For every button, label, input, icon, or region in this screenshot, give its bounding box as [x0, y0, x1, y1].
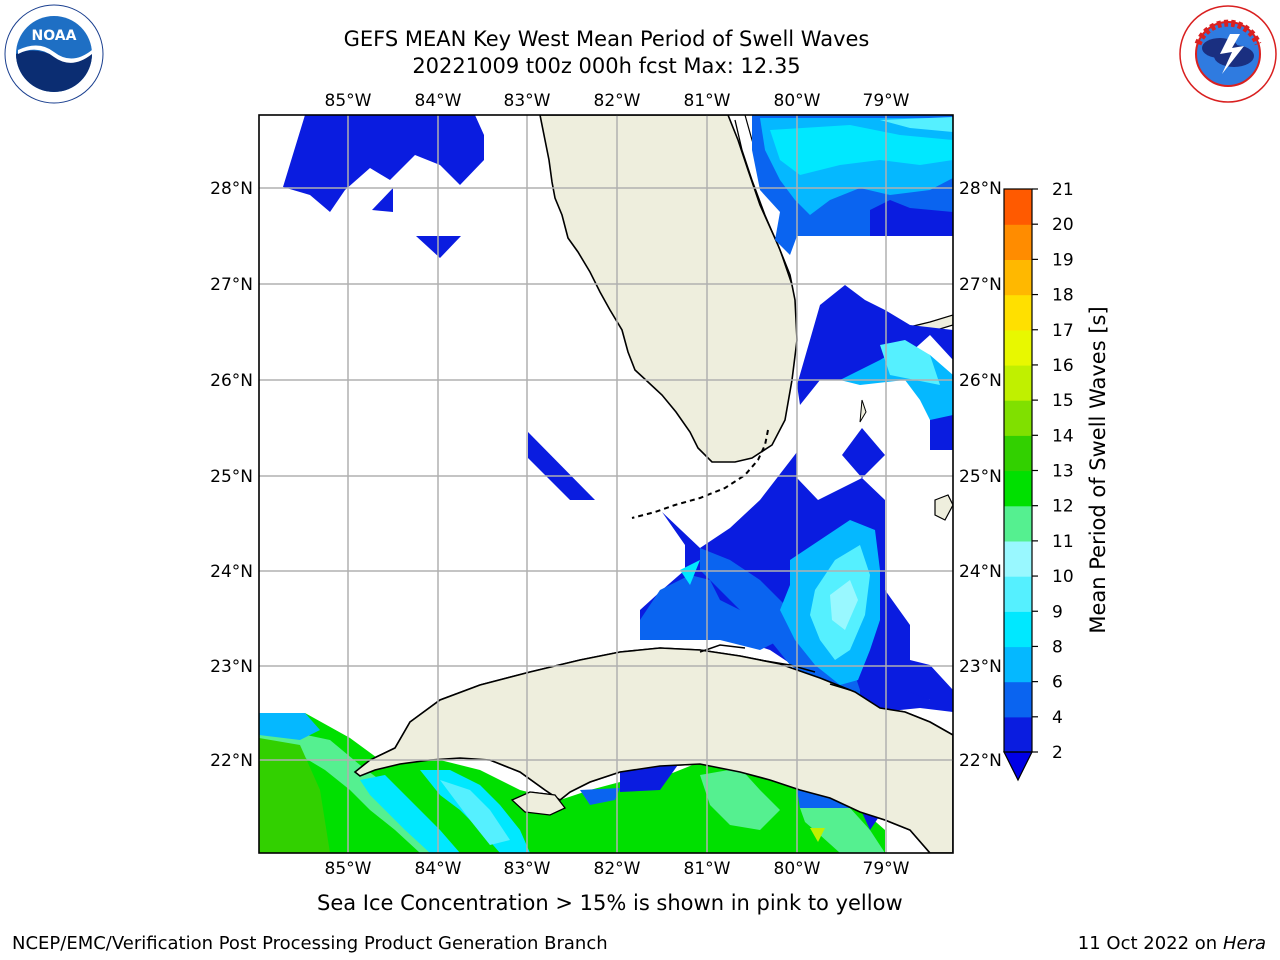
sea-ice-note: Sea Ice Concentration > 15% is shown in … [317, 891, 903, 915]
lon-label-bottom: 81°W [684, 859, 731, 879]
colorbar-segment [1004, 505, 1032, 542]
nws-logo-icon [1178, 4, 1278, 104]
colorbar-segment [1004, 435, 1032, 472]
lon-label-top: 83°W [504, 91, 551, 111]
colorbar-segment [1004, 189, 1032, 225]
lon-label-bottom: 83°W [504, 859, 551, 879]
isle-of-youth-coastline [510, 791, 567, 816]
colorbar-tick-label: 6 [1052, 673, 1063, 693]
lon-label-top: 85°W [325, 91, 372, 111]
lat-label-right: 26°N [959, 371, 1002, 391]
colorbar-segment [1004, 364, 1032, 401]
lat-label-left: 22°N [210, 751, 253, 771]
map-panel [259, 115, 953, 853]
colorbar-segment [1004, 294, 1032, 331]
lon-label-bottom: 82°W [594, 859, 641, 879]
lon-label-bottom: 80°W [774, 859, 821, 879]
graticule [259, 115, 953, 853]
colorbar-segment [1004, 646, 1032, 683]
colorbar-tick-label: 21 [1052, 180, 1074, 200]
colorbar-tick-label: 14 [1052, 426, 1074, 446]
lat-label-right: 28°N [959, 179, 1002, 199]
colorbar-segment [1004, 681, 1032, 718]
colorbar: 2 4 6 8 9 10 11 12 13 14 15 16 17 18 19 20 21 [1003, 180, 1074, 782]
colorbar-segment [1004, 540, 1032, 577]
chart-title: GEFS MEAN Key West Mean Period of Swell … [343, 27, 870, 51]
colorbar-tick-label: 16 [1052, 356, 1074, 376]
lat-label-left: 23°N [210, 657, 253, 677]
lat-label-left: 24°N [210, 562, 253, 582]
lat-label-right: 25°N [959, 467, 1002, 487]
lat-label-left: 28°N [210, 179, 253, 199]
lon-label-top: 81°W [684, 91, 731, 111]
colorbar-extend-arrow [1003, 751, 1033, 782]
lon-label-top: 80°W [774, 91, 821, 111]
colorbar-tick-label: 15 [1052, 391, 1074, 411]
colorbar-segment [1004, 329, 1032, 366]
barrier-islands [734, 119, 793, 286]
colorbar-tick-label: 9 [1052, 602, 1063, 622]
axis-labels: 85°W 85°W 84°W 84°W 83°W 83°W 82°W 82°W 81°W 81°W… [210, 91, 1002, 879]
lat-label-right: 22°N [959, 751, 1002, 771]
footer-credit: NCEP/EMC/Verification Post Processing Pr… [12, 933, 608, 954]
footer-date-text: 11 Oct 2022 on [1077, 933, 1223, 954]
lon-label-bottom: 85°W [325, 859, 372, 879]
map-frame [258, 114, 954, 854]
noaa-logo-icon: NOAA [4, 4, 104, 104]
cuba-coastline [353, 647, 953, 853]
colorbar-tick-label: 8 [1052, 637, 1063, 657]
colorbar-tick-label: 13 [1052, 462, 1074, 482]
colorbar-segment [1004, 576, 1032, 612]
colorbar-segment [1004, 470, 1032, 507]
bahamas-bimini [859, 399, 867, 423]
footer-date: 11 Oct 2022 on Hera [1078, 933, 1266, 954]
bahamas-andros [934, 494, 953, 521]
colorbar-tick-label: 4 [1052, 708, 1063, 728]
chart-subtitle: 20221009 t00z 000h fcst Max: 12.35 [412, 54, 801, 78]
lon-label-bottom: 79°W [863, 859, 910, 879]
lat-label-left: 27°N [210, 275, 253, 295]
florida-keys [631, 429, 769, 519]
lat-label-right: 24°N [959, 562, 1002, 582]
lat-label-right: 23°N [959, 657, 1002, 677]
colorbar-segment [1004, 259, 1032, 296]
lon-label-bottom: 84°W [415, 859, 462, 879]
colorbar-tick-label: 12 [1052, 497, 1074, 517]
colorbar-label: Mean Period of Swell Waves [s] [1086, 306, 1110, 634]
colorbar-tick-label: 11 [1052, 532, 1074, 552]
lon-label-top: 84°W [415, 91, 462, 111]
lat-label-left: 25°N [210, 467, 253, 487]
lat-label-left: 26°N [210, 371, 253, 391]
colorbar-segment [1004, 611, 1032, 648]
colorbar-tick-label: 17 [1052, 321, 1074, 341]
colorbar-tick-label: 19 [1052, 250, 1074, 270]
colorbar-segment [1004, 224, 1032, 260]
colorbar-tick-label: 18 [1052, 286, 1074, 306]
noaa-logo-text: NOAA [32, 28, 77, 44]
lat-label-right: 27°N [959, 275, 1002, 295]
colorbar-segment [1004, 400, 1032, 436]
colorbar-tick-label: 10 [1052, 567, 1074, 587]
colorbar-tick-label: 2 [1052, 743, 1063, 763]
footer-host: Hera [1222, 933, 1266, 954]
colorbar-segment [1004, 716, 1032, 753]
swell-period-field [259, 115, 953, 853]
colorbar-tick-label: 20 [1052, 215, 1074, 235]
lon-label-top: 82°W [594, 91, 641, 111]
lon-label-top: 79°W [863, 91, 910, 111]
